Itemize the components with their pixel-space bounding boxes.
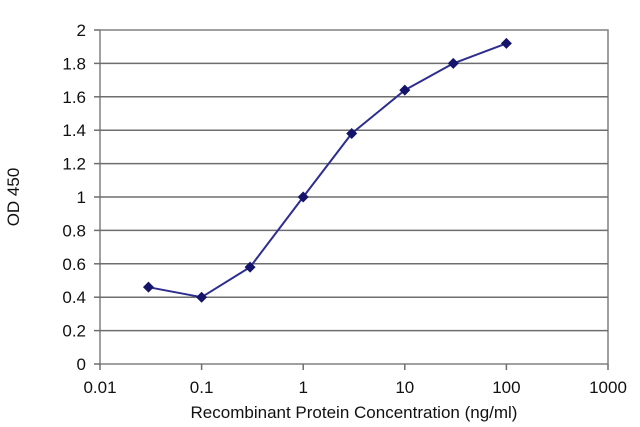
- x-tick-label: 1: [298, 378, 307, 397]
- axes: 0 0.2 0.4 0.6 0.8 1 1.2 1.4 1.6 1.8 2 0.01 0.1 1 10 100…: [62, 21, 627, 397]
- data-point-marker: [346, 128, 358, 140]
- data-point-marker: [196, 291, 208, 303]
- data-point-marker: [297, 191, 309, 203]
- y-tick-label: 0.4: [62, 288, 86, 307]
- y-tick-label: 1.6: [62, 88, 86, 107]
- x-tick-label: 0.1: [190, 378, 214, 397]
- series-line: [148, 42, 507, 299]
- y-tick-label: 2: [77, 21, 86, 40]
- y-axis-title: OD 450: [4, 168, 23, 227]
- gridlines: [100, 62, 608, 332]
- data-point-marker: [399, 84, 411, 96]
- x-tick-label: 0.01: [83, 378, 116, 397]
- data-point-marker: [142, 281, 154, 293]
- x-tick-label: 1000: [589, 378, 627, 397]
- data-point-marker: [500, 37, 512, 49]
- x-axis-title: Recombinant Protein Concentration (ng/ml…: [191, 403, 518, 422]
- y-tick-label: 0.2: [62, 322, 86, 341]
- y-tick-label: 1.8: [62, 54, 86, 73]
- y-tick-label: 1.4: [62, 121, 86, 140]
- y-tick-label: 1.2: [62, 155, 86, 174]
- data-point-marker: [244, 261, 256, 273]
- y-tick-label: 0.6: [62, 255, 86, 274]
- y-tick-label: 1: [77, 188, 86, 207]
- y-tick-label: 0: [77, 355, 86, 374]
- x-tick-label: 10: [395, 378, 414, 397]
- data-point-marker: [447, 57, 459, 69]
- x-tick-label: 100: [492, 378, 520, 397]
- data-series: [142, 37, 512, 303]
- y-tick-label: 0.8: [62, 221, 86, 240]
